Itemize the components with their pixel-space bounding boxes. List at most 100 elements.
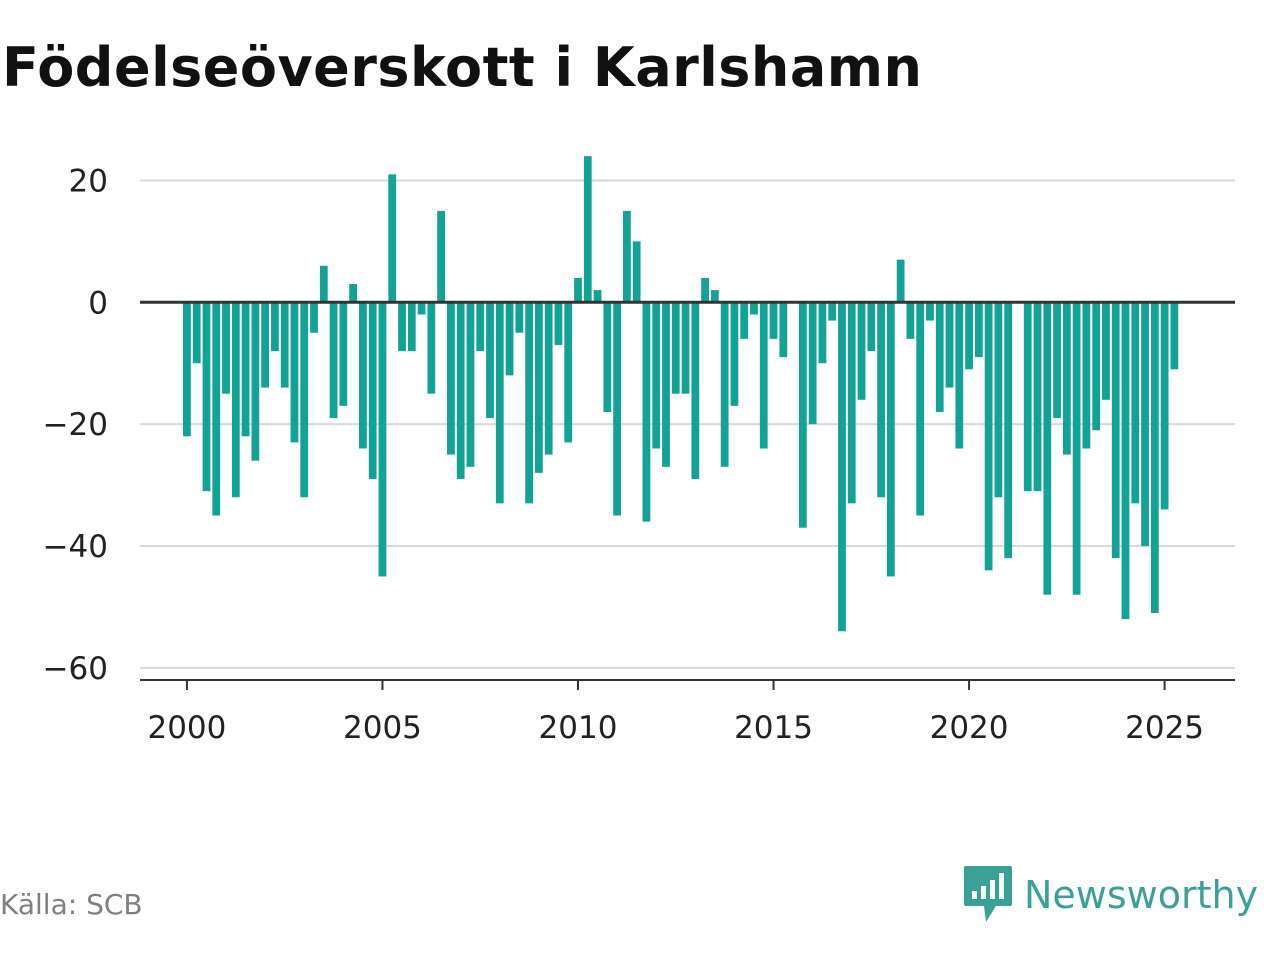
bar (662, 302, 670, 467)
bar (1053, 302, 1061, 419)
bar (750, 302, 758, 315)
bar (779, 302, 788, 358)
bar (368, 302, 377, 479)
bar (407, 302, 416, 352)
bar (310, 302, 318, 333)
bar (1043, 302, 1052, 595)
bar (945, 302, 954, 388)
bar (1170, 302, 1179, 370)
bar (994, 302, 1003, 498)
bar (515, 302, 524, 333)
bar (280, 302, 289, 388)
bar (466, 302, 475, 467)
bar (486, 302, 494, 419)
bar (877, 302, 885, 498)
bar (838, 302, 846, 632)
bar (398, 302, 406, 352)
bar (1131, 302, 1140, 504)
bar (730, 302, 739, 406)
bar (192, 302, 201, 364)
bar (271, 302, 279, 352)
bar (916, 302, 925, 516)
bar (535, 302, 543, 473)
logo-text: Newsworthy (1024, 873, 1259, 917)
bar (388, 174, 397, 303)
bar (740, 302, 749, 339)
bar (1092, 302, 1101, 431)
bar (290, 302, 299, 443)
bar (554, 302, 563, 345)
bar (544, 302, 553, 455)
bar (965, 302, 973, 370)
bar (935, 302, 944, 412)
bar (183, 302, 191, 437)
bar (759, 302, 768, 449)
bar (926, 302, 934, 321)
bar (1082, 302, 1091, 449)
bar (447, 302, 455, 455)
chart-title: Födelseöverskott i Karlshamn (2, 36, 923, 99)
bar (476, 302, 485, 352)
bar (349, 284, 358, 303)
bar (857, 302, 866, 400)
bar (1141, 302, 1149, 546)
bar (847, 302, 856, 504)
bar (671, 302, 680, 394)
bar (652, 302, 661, 449)
bar (427, 302, 436, 394)
bar (632, 241, 641, 303)
x-tick-label: 2005 (343, 710, 422, 746)
x-tick-label: 2010 (539, 710, 618, 746)
bar (867, 302, 876, 352)
bar (593, 290, 602, 303)
bar (1004, 302, 1013, 559)
y-tick-label: −60 (43, 651, 108, 687)
bar (906, 302, 915, 339)
y-tick-label: −40 (43, 529, 108, 565)
bar (828, 302, 837, 321)
bar (613, 302, 621, 516)
bar (818, 302, 827, 364)
y-tick-label: −20 (43, 407, 108, 443)
bar (798, 302, 807, 528)
tick-labels: 20 0 −20 −40 −60 2000 2005 2010 2015 2020 2025 (43, 163, 1204, 746)
x-tick-label: 2020 (930, 710, 1009, 746)
bar (974, 302, 983, 358)
bar (1121, 302, 1130, 620)
bar (1062, 302, 1071, 455)
bar (1033, 302, 1042, 492)
bar (955, 302, 964, 449)
bar (720, 302, 729, 467)
bar (378, 302, 387, 577)
bar (300, 302, 309, 498)
bar (642, 302, 651, 522)
bar (1111, 302, 1120, 559)
bar (886, 302, 895, 577)
bar (603, 302, 612, 412)
bar (710, 290, 719, 303)
bar (1160, 302, 1169, 510)
bar (622, 210, 631, 303)
source-note: Källa: SCB (0, 888, 143, 921)
bar (359, 302, 367, 449)
grid-lines (140, 179, 1235, 669)
bar (896, 259, 905, 303)
bar (701, 277, 709, 303)
y-tick-label: 20 (69, 163, 108, 199)
bars (183, 156, 1179, 632)
bar (1023, 302, 1032, 492)
bar (261, 302, 270, 388)
bar (329, 302, 338, 419)
bar (417, 302, 426, 315)
newsworthy-logo[interactable]: Newsworthy (962, 864, 1258, 926)
bar (319, 265, 328, 303)
bar (456, 302, 465, 479)
bar (1072, 302, 1081, 595)
bar (241, 302, 250, 437)
bar (251, 302, 260, 461)
x-tick-label: 2015 (734, 710, 813, 746)
bar (222, 302, 230, 394)
bar (212, 302, 221, 516)
bar (495, 302, 504, 504)
